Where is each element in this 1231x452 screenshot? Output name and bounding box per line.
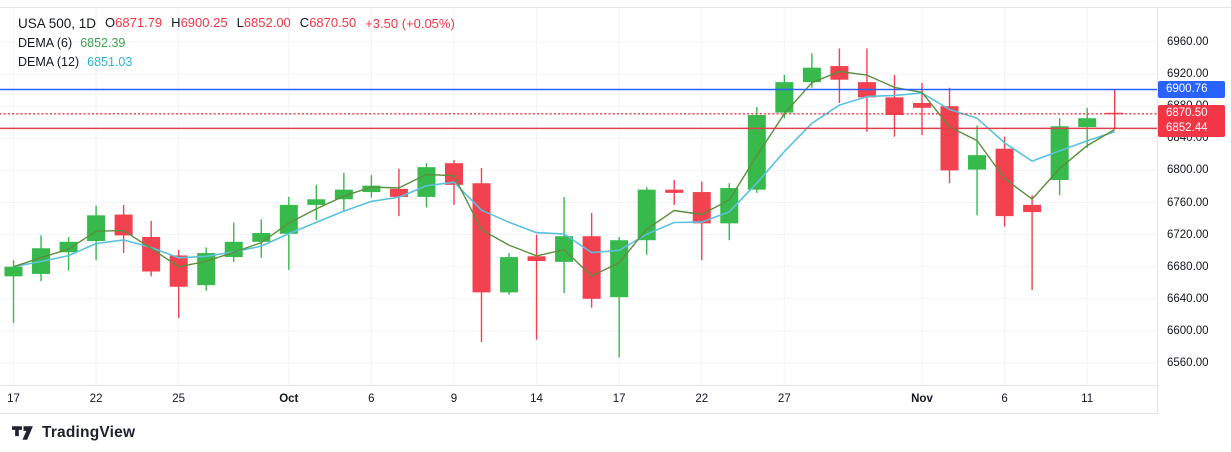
candle-body	[940, 106, 959, 171]
price-axis-label: 6720.00	[1167, 228, 1209, 241]
candle-body	[1023, 204, 1042, 213]
price-badge-6900.76: 6900.76	[1158, 81, 1225, 99]
indicator-label: DEMA (12)	[18, 54, 80, 69]
candle-body	[527, 256, 546, 262]
candle-body	[169, 255, 188, 287]
time-axis-label: Nov	[911, 393, 933, 405]
candle-body	[747, 115, 766, 190]
candle-body	[692, 192, 711, 224]
candle-body	[885, 97, 904, 116]
time-axis-label: 25	[172, 393, 186, 405]
time-axis-label: 6	[368, 393, 375, 405]
price-axis[interactable]: 6960.006920.006880.006840.006800.006760.…	[1157, 8, 1231, 414]
candle-body	[307, 199, 326, 205]
candle-body	[4, 266, 23, 277]
indicator-value: 6852.39	[80, 35, 126, 50]
candle-body	[995, 148, 1014, 217]
candle-body	[830, 66, 849, 80]
time-axis-label: 9	[450, 393, 458, 405]
time-axis-label: 22	[89, 393, 103, 405]
tradingview-logo-icon	[12, 426, 33, 440]
ohlc-value: 6900.25	[180, 15, 228, 30]
ohlc-values: O6871.79 H6900.25 L6852.00 C6870.50	[96, 14, 356, 32]
time-axis-label: 27	[777, 393, 791, 405]
candle-body	[665, 189, 684, 193]
price-badge-6870.50: 6870.50	[1158, 105, 1225, 123]
candle-body	[87, 215, 106, 242]
candle-body	[1078, 118, 1097, 128]
candle-body	[802, 67, 821, 83]
candle-body	[775, 82, 794, 113]
candle-body	[912, 102, 931, 108]
time-axis-label: 17	[612, 393, 626, 405]
indicator-legend-dema12[interactable]: DEMA (12) 6851.03	[18, 52, 455, 71]
candle-body	[444, 163, 463, 185]
time-axis-label: 22	[695, 393, 709, 405]
candle-body	[637, 189, 656, 241]
time-axis-label: 11	[1081, 393, 1094, 405]
change-value: +3.50 (+0.05%)	[365, 15, 455, 31]
candlestick-plot[interactable]	[0, 0, 1157, 385]
price-badge-6852.44: 6852.44	[1158, 119, 1225, 137]
candle-body	[334, 189, 353, 200]
candle-body	[142, 237, 161, 272]
dema6-line	[13, 70, 1116, 277]
indicator-legend-dema6[interactable]: DEMA (6) 6852.39	[18, 33, 455, 52]
price-axis-label: 6800.00	[1167, 164, 1209, 177]
symbol-title[interactable]: USA 500, 1D	[18, 15, 97, 31]
price-axis-label: 6640.00	[1167, 292, 1209, 305]
candle-body	[362, 185, 381, 193]
time-axis-label: 6	[1001, 393, 1008, 405]
price-axis-label: 6920.00	[1167, 68, 1209, 81]
ohlc-letter: C	[299, 15, 310, 30]
dema12-line	[13, 92, 1115, 268]
ohlc-letter: O	[105, 15, 116, 30]
price-axis-label: 6560.00	[1167, 357, 1209, 369]
candle-body	[197, 253, 216, 286]
candle-body	[500, 257, 519, 293]
indicator-value: 6851.03	[87, 54, 133, 69]
price-axis-label: 6760.00	[1167, 196, 1209, 209]
candle-body	[1050, 126, 1069, 181]
candle-body	[1105, 112, 1124, 115]
time-axis-label: Oct	[279, 393, 299, 405]
candle-body	[114, 214, 133, 236]
indicator-label: DEMA (6)	[18, 35, 73, 50]
price-axis-label: 6680.00	[1167, 260, 1209, 273]
symbol-legend-row[interactable]: USA 500, 1D O6871.79 H6900.25 L6852.00 C687…	[18, 13, 455, 33]
tradingview-attribution[interactable]: TradingView	[12, 421, 135, 445]
price-axis-label: 6960.00	[1167, 36, 1209, 48]
time-axis-label: 17	[7, 393, 20, 405]
candle-body	[472, 183, 491, 293]
candle-body	[582, 236, 601, 299]
ohlc-value: 6870.50	[309, 15, 357, 30]
pane-top-border	[0, 7, 1231, 8]
time-axis[interactable]: 17 22 25 Oct 6 9 14 17 22 27 Nov 6 11	[0, 385, 1231, 414]
candle-body	[968, 155, 987, 170]
ohlc-value: 6852.00	[243, 15, 291, 30]
candle-body	[610, 240, 629, 298]
candle-body	[59, 241, 78, 253]
ohlc-letter: L	[236, 15, 244, 30]
tradingview-logo-text: TradingView	[42, 424, 136, 441]
candle-body	[252, 232, 271, 242]
price-axis-label: 6600.00	[1167, 324, 1209, 337]
candle-body	[389, 188, 408, 197]
ohlc-letter: H	[171, 15, 181, 30]
candle-body	[720, 188, 739, 224]
ohlc-value: 6871.79	[115, 15, 163, 30]
time-axis-label: 14	[530, 393, 543, 405]
candle-body	[417, 167, 436, 197]
chart-legend: USA 500, 1D O6871.79 H6900.25 L6852.00 C687…	[18, 13, 455, 71]
